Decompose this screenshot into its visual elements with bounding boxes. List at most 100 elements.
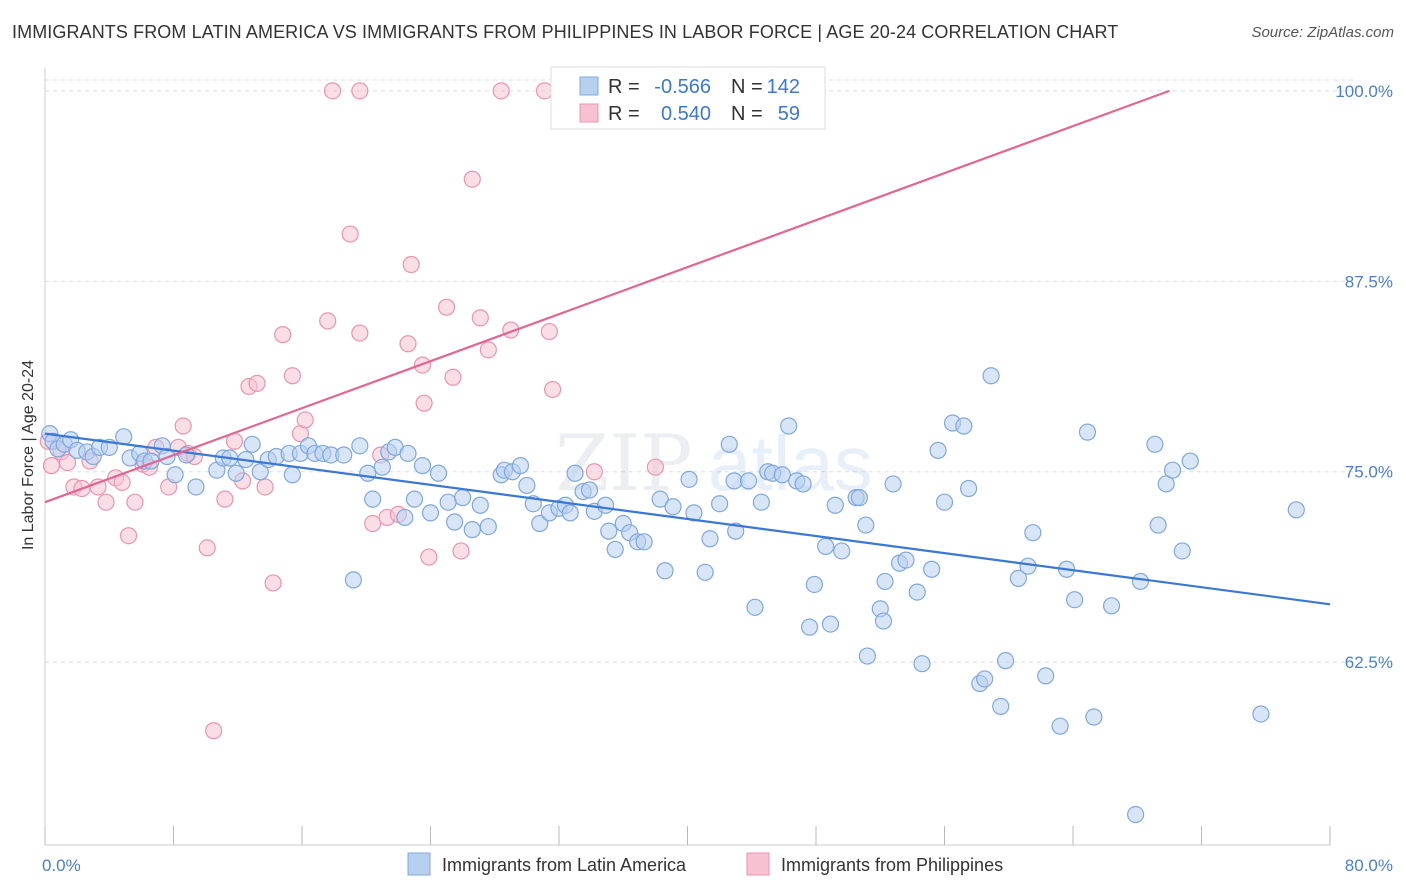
point-latin-america — [1131, 572, 1150, 591]
trend-layer — [44, 89, 1331, 606]
point-latin-america — [479, 517, 497, 536]
point-philippines — [492, 82, 510, 100]
point-latin-america — [773, 466, 791, 484]
stats-swatch-pink — [579, 103, 599, 123]
stats-n-value-blue: 142 — [767, 76, 800, 98]
point-philippines — [205, 722, 223, 740]
point-latin-america — [656, 562, 674, 580]
point-latin-america — [445, 513, 464, 531]
stats-r-value-pink: 0.540 — [661, 103, 711, 125]
point-latin-america — [344, 571, 362, 589]
point-latin-america — [413, 457, 432, 475]
point-philippines — [452, 542, 470, 560]
point-philippines — [119, 527, 138, 545]
stats-box: R = -0.566 N = 142 R = 0.540 N = 59 — [550, 66, 826, 130]
point-latin-america — [794, 475, 812, 493]
point-latin-america — [1009, 569, 1027, 587]
stats-n-label-pink: N = — [731, 103, 763, 125]
point-latin-america — [1024, 524, 1042, 542]
point-latin-america — [227, 464, 245, 482]
watermark: ZIP atlas — [555, 419, 873, 509]
x-tick-label: 80.0% — [1345, 856, 1393, 875]
point-latin-america — [596, 496, 615, 514]
point-latin-america — [913, 655, 931, 673]
point-latin-america — [680, 470, 698, 488]
point-latin-america — [251, 463, 269, 481]
y-tick-label: 75.0% — [1345, 463, 1393, 482]
point-latin-america — [351, 437, 369, 455]
point-latin-america — [800, 618, 819, 636]
points-layer — [39, 82, 1305, 824]
point-latin-america — [664, 498, 682, 516]
point-latin-america — [600, 522, 618, 540]
point-philippines — [264, 574, 282, 592]
point-philippines — [97, 493, 115, 511]
point-latin-america — [929, 441, 947, 460]
point-latin-america — [1037, 667, 1055, 685]
point-philippines — [402, 255, 420, 274]
x-tick-label: 0.0% — [42, 856, 81, 875]
grid-layer — [45, 79, 1355, 663]
point-latin-america — [471, 496, 489, 514]
point-latin-america — [566, 464, 584, 482]
point-latin-america — [711, 495, 729, 513]
point-latin-america — [817, 537, 835, 555]
point-latin-america — [982, 367, 1000, 385]
point-philippines — [248, 374, 266, 392]
point-philippines — [341, 225, 359, 243]
point-latin-america — [876, 572, 894, 591]
point-philippines — [535, 82, 554, 100]
point-philippines — [58, 453, 77, 472]
legend: Immigrants from Latin America Immigrants… — [407, 852, 1003, 876]
point-latin-america — [826, 496, 844, 514]
point-latin-america — [1019, 557, 1037, 575]
point-latin-america — [1146, 435, 1164, 453]
stats-swatch-blue — [579, 76, 599, 96]
point-latin-america — [243, 435, 261, 453]
point-philippines — [42, 457, 61, 475]
point-philippines — [543, 380, 562, 399]
point-latin-america — [606, 540, 624, 559]
point-latin-america — [429, 464, 448, 482]
stats-r-label-pink: R = — [608, 103, 640, 125]
point-latin-america — [923, 560, 941, 578]
point-latin-america — [1287, 501, 1305, 519]
legend-label-latin-america: Immigrants from Latin America — [442, 855, 687, 875]
point-philippines — [323, 82, 342, 100]
point-latin-america — [1085, 708, 1103, 726]
point-latin-america — [283, 466, 301, 484]
point-latin-america — [780, 417, 798, 435]
point-latin-america — [187, 478, 205, 496]
point-latin-america — [531, 514, 549, 533]
point-latin-america — [959, 479, 978, 498]
stats-n-label-blue: N = — [731, 76, 763, 98]
point-latin-america — [992, 697, 1010, 715]
point-latin-america — [405, 490, 424, 508]
point-latin-america — [858, 647, 877, 665]
legend-swatch-philippines — [746, 852, 770, 876]
source-label: Source: ZipAtlas.com — [1251, 24, 1394, 41]
point-philippines — [351, 324, 369, 342]
point-latin-america — [399, 444, 417, 463]
point-philippines — [216, 490, 234, 508]
point-latin-america — [996, 652, 1015, 670]
point-latin-america — [364, 490, 382, 508]
stats-n-value-pink: 59 — [778, 103, 800, 125]
point-philippines — [479, 341, 497, 359]
point-philippines — [415, 394, 433, 412]
point-latin-america — [696, 563, 714, 581]
trendline-philippines — [44, 89, 1170, 504]
point-latin-america — [651, 490, 669, 508]
point-latin-america — [1102, 597, 1121, 615]
point-philippines — [471, 309, 489, 327]
point-latin-america — [897, 551, 915, 569]
point-latin-america — [518, 476, 536, 495]
point-latin-america — [635, 533, 653, 551]
point-latin-america — [884, 475, 902, 493]
point-latin-america — [463, 521, 481, 539]
point-latin-america — [720, 435, 738, 453]
point-philippines — [274, 326, 292, 344]
point-philippines — [283, 367, 301, 385]
point-latin-america — [511, 457, 530, 475]
